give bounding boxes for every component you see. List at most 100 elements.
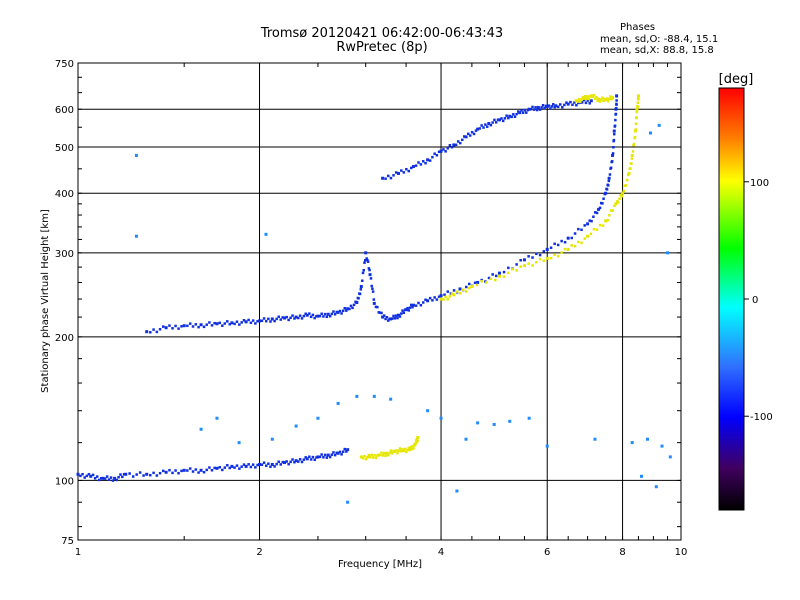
trace-point <box>484 123 487 126</box>
trace-point <box>553 253 556 256</box>
trace-point <box>541 103 545 107</box>
trace-point <box>570 244 574 247</box>
data-point <box>346 500 350 504</box>
trace-point <box>402 449 406 453</box>
trace-point <box>419 163 423 166</box>
trace-point <box>400 312 403 315</box>
trace-point <box>377 311 380 314</box>
trace-point <box>631 150 635 153</box>
trace-point <box>188 467 192 470</box>
data-point <box>368 455 372 459</box>
trace-point <box>416 439 419 443</box>
trace-point <box>407 309 411 312</box>
trace-point <box>302 458 306 461</box>
data-point <box>359 455 363 459</box>
trace-point <box>135 473 138 476</box>
trace-point <box>510 115 513 119</box>
trace-point <box>515 263 518 266</box>
trace-point <box>378 311 382 314</box>
trace-point <box>482 126 485 129</box>
x-tick-label: 8 <box>619 547 625 558</box>
data-point <box>536 106 540 110</box>
trace-point <box>417 161 420 164</box>
trace-point <box>309 315 313 319</box>
y-tick-label: 750 <box>55 59 74 70</box>
data-point <box>316 416 320 420</box>
trace-point <box>634 122 638 126</box>
trace-point <box>607 179 611 183</box>
trace-point <box>614 118 617 122</box>
trace-point <box>544 104 548 108</box>
trace-point <box>405 167 408 171</box>
trace-point <box>81 472 84 476</box>
trace-point <box>433 296 436 299</box>
trace-point <box>538 253 542 257</box>
trace-point <box>507 271 510 275</box>
trace-point <box>235 464 239 467</box>
trace-point <box>197 471 200 474</box>
trace-point <box>414 442 417 445</box>
data-point <box>627 171 631 175</box>
trace-point <box>396 451 399 455</box>
trace-point <box>559 103 562 106</box>
trace-point <box>338 450 342 454</box>
trace-point <box>588 219 591 222</box>
trace-point <box>505 114 508 117</box>
data-point <box>586 234 590 238</box>
trace-point <box>152 471 155 475</box>
trace-point <box>87 472 91 476</box>
trace-point <box>419 303 423 307</box>
trace-point <box>585 97 588 101</box>
trace-point <box>611 209 615 212</box>
data-point <box>182 468 186 472</box>
data-point <box>385 451 389 455</box>
trace-point <box>611 152 615 155</box>
trace-point <box>251 319 255 322</box>
trace-point <box>586 99 590 102</box>
data-point <box>497 274 501 278</box>
data-point <box>566 247 570 251</box>
y-tick-label: 75 <box>61 536 74 547</box>
trace-point <box>433 152 436 155</box>
trace-point <box>315 314 318 318</box>
trace-point <box>374 456 378 460</box>
trace-point <box>465 285 468 289</box>
data-point <box>230 321 234 325</box>
trace-point <box>614 112 618 116</box>
trace-point <box>612 132 616 136</box>
trace-point <box>363 259 367 262</box>
data-point <box>364 251 368 255</box>
trace-point <box>177 471 180 475</box>
trace-point <box>458 141 462 145</box>
trace-point <box>382 314 386 317</box>
trace-point <box>560 239 563 243</box>
trace-point <box>363 454 366 458</box>
data-point <box>630 441 634 445</box>
data-point <box>199 323 203 327</box>
trace-point <box>437 295 441 298</box>
trace-point <box>298 314 302 317</box>
trace-point <box>357 297 360 300</box>
trace-point <box>410 166 413 170</box>
data-point <box>518 111 522 115</box>
trace-point <box>456 140 460 143</box>
trace-point <box>213 321 216 325</box>
trace-point <box>525 111 528 114</box>
trace-point <box>507 116 510 120</box>
trace-point <box>520 109 523 112</box>
trace-point <box>368 268 371 272</box>
data-point <box>237 441 241 445</box>
trace-point <box>251 463 255 466</box>
data-point <box>411 303 415 307</box>
trace-point <box>406 306 409 310</box>
trace-point <box>340 312 343 315</box>
data-point <box>355 301 359 305</box>
trace-point <box>595 228 599 231</box>
trace-point <box>315 456 318 459</box>
trace-point <box>501 119 505 123</box>
trace-point <box>512 113 515 116</box>
trace-point <box>635 116 638 119</box>
trace-point <box>381 454 385 457</box>
trace-point <box>503 117 507 120</box>
